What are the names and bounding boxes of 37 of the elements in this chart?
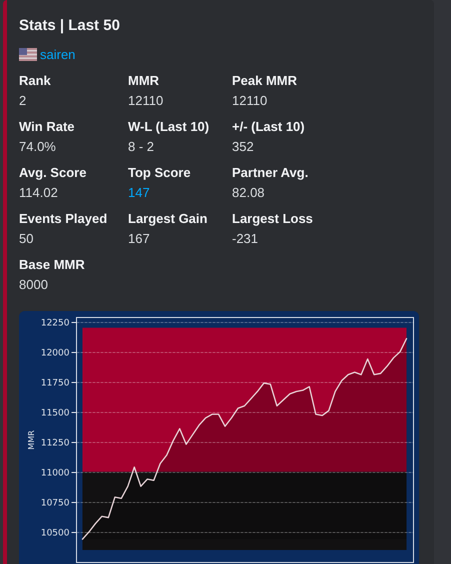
- text: 167: [128, 231, 150, 247]
- text: 8 - 2: [128, 139, 154, 155]
- text: Stats | Last 50: [19, 17, 120, 35]
- y-tick-label: 11250: [40, 438, 70, 448]
- text: Top Score: [128, 165, 191, 181]
- text: 12110: [232, 93, 268, 109]
- text: 2: [19, 93, 26, 109]
- y-tick-label: 11000: [40, 468, 70, 478]
- text: -231: [232, 231, 258, 247]
- text: Win Rate: [19, 119, 74, 135]
- text: Peak MMR: [232, 73, 298, 89]
- y-tick-label: 10500: [40, 528, 70, 538]
- y-tick-label: 11500: [40, 408, 70, 418]
- text: Events Played: [19, 211, 108, 227]
- y-tick-label: 11750: [40, 378, 70, 388]
- y-tick-label: 12000: [40, 348, 70, 358]
- text: Avg. Score: [19, 165, 86, 181]
- text: 12110: [128, 93, 164, 109]
- text: MMR: [128, 73, 160, 89]
- text: 114.02: [19, 185, 58, 201]
- text: 50: [19, 231, 34, 247]
- text: sairen: [40, 47, 76, 63]
- text: 147: [128, 185, 150, 201]
- text: W-L (Last 10): [128, 119, 210, 135]
- text: +/- (Last 10): [232, 119, 305, 135]
- text: Partner Avg.: [232, 165, 308, 181]
- text: 82.08: [232, 185, 265, 201]
- text: Largest Gain: [128, 211, 208, 227]
- text: Largest Loss: [232, 211, 313, 227]
- y-axis-title: MMR: [26, 430, 36, 450]
- y-tick-label: 12250: [40, 318, 70, 328]
- text: 74.0%: [19, 139, 56, 155]
- y-tick-label: 10750: [40, 498, 70, 508]
- text: 352: [232, 139, 254, 155]
- text: Rank: [19, 73, 51, 89]
- text: Base MMR: [19, 257, 85, 273]
- text: 8000: [19, 277, 48, 293]
